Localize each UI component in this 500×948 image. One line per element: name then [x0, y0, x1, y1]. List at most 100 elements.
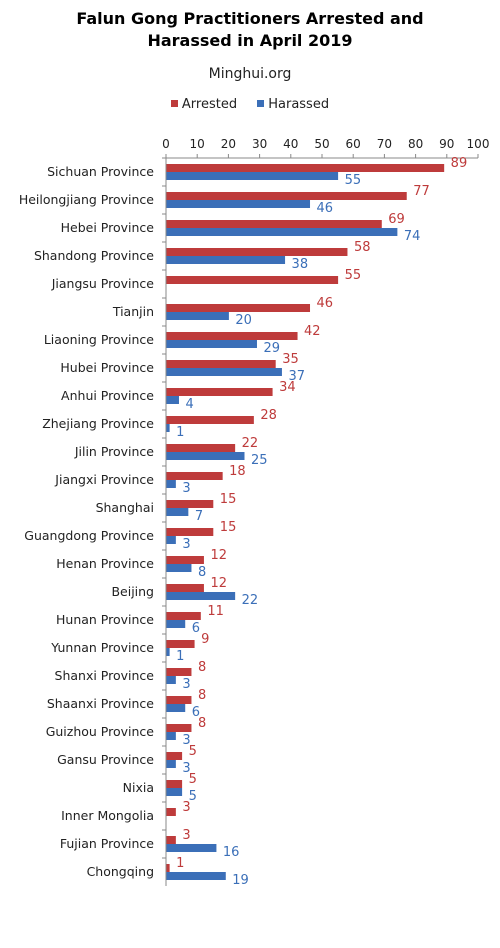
bar-arrested: [166, 276, 339, 284]
data-label-arrested: 12: [210, 576, 227, 591]
bar-harassed: [166, 732, 176, 740]
bar-harassed: [166, 368, 282, 376]
bar-arrested: [166, 360, 276, 368]
category-label: Sichuan Province: [47, 164, 154, 179]
category-label: Chongqing: [87, 864, 154, 879]
bar-harassed: [166, 480, 176, 488]
data-label-arrested: 42: [304, 324, 321, 339]
bar-arrested: [166, 164, 445, 172]
category-label: Tianjin: [112, 304, 154, 319]
data-label-harassed: 3: [182, 481, 190, 496]
data-label-arrested: 58: [354, 240, 371, 255]
legend-label-harassed: Harassed: [268, 97, 330, 112]
bar-harassed: [166, 228, 398, 236]
bar-harassed: [166, 648, 170, 656]
data-label-arrested: 5: [189, 772, 197, 787]
data-label-arrested: 28: [260, 408, 277, 423]
category-label: Beijing: [111, 584, 154, 599]
bar-arrested: [166, 584, 204, 592]
category-label: Shanghai: [96, 500, 154, 515]
legend-item-harassed: Harassed: [257, 97, 329, 112]
data-label-harassed: 1: [176, 425, 184, 440]
category-label: Jilin Province: [74, 444, 154, 459]
bar-harassed: [166, 424, 170, 432]
legend-swatch-harassed: [257, 100, 265, 107]
data-label-arrested: 35: [282, 352, 299, 367]
bar-harassed: [166, 788, 183, 796]
data-label-arrested: 89: [451, 156, 468, 171]
data-label-arrested: 55: [345, 268, 362, 283]
chart-title: Falun Gong Practitioners Arrested and Ha…: [0, 8, 500, 52]
bar-arrested: [166, 388, 273, 396]
bar-harassed: [166, 620, 186, 628]
data-label-harassed: 8: [198, 565, 206, 580]
x-tick-label: 70: [377, 137, 392, 151]
data-label-arrested: 9: [201, 632, 209, 647]
data-label-arrested: 22: [242, 436, 259, 451]
data-label-harassed: 29: [263, 341, 280, 356]
bar-harassed: [166, 172, 339, 180]
data-label-harassed: 20: [235, 313, 252, 328]
bar-arrested: [166, 556, 204, 564]
bar-arrested: [166, 248, 348, 256]
bar-arrested: [166, 724, 192, 732]
x-tick-label: 100: [467, 137, 490, 151]
data-label-arrested: 15: [220, 492, 237, 507]
bar-arrested: [166, 304, 311, 312]
bar-arrested: [166, 864, 170, 872]
x-tick-label: 50: [314, 137, 329, 151]
category-label: Shandong Province: [34, 248, 154, 263]
category-label: Anhui Province: [61, 388, 154, 403]
bar-harassed: [166, 872, 226, 880]
bar-harassed: [166, 200, 311, 208]
bar-arrested: [166, 668, 192, 676]
chart-legend: Arrested Harassed: [0, 97, 500, 112]
data-label-arrested: 8: [198, 660, 206, 675]
category-label: Guangdong Province: [24, 528, 154, 543]
bar-harassed: [166, 592, 236, 600]
category-label: Liaoning Province: [44, 332, 154, 347]
bar-arrested: [166, 752, 183, 760]
data-label-harassed: 37: [288, 369, 305, 384]
bar-arrested: [166, 416, 254, 424]
bar-harassed: [166, 676, 176, 684]
data-label-harassed: 7: [195, 509, 203, 524]
x-tick-label: 90: [439, 137, 454, 151]
bar-harassed: [166, 760, 176, 768]
data-label-harassed: 22: [242, 593, 259, 608]
bar-harassed: [166, 564, 192, 572]
category-label: Yunnan Province: [50, 640, 154, 655]
category-label: Inner Mongolia: [61, 808, 154, 823]
data-label-arrested: 3: [182, 828, 190, 843]
bar-harassed: [166, 256, 286, 264]
data-label-arrested: 8: [198, 688, 206, 703]
category-label: Henan Province: [56, 556, 154, 571]
data-label-arrested: 46: [317, 296, 334, 311]
category-label: Gansu Province: [57, 752, 154, 767]
category-label: Hebei Province: [61, 220, 155, 235]
category-label: Heilongjiang Province: [19, 192, 154, 207]
title-line-1: Falun Gong Practitioners Arrested and: [76, 9, 424, 28]
x-tick-label: 10: [190, 137, 205, 151]
data-label-arrested: 15: [220, 520, 237, 535]
chart-subtitle: Minghui.org: [208, 66, 292, 82]
bar-harassed: [166, 844, 217, 852]
data-label-harassed: 46: [317, 201, 334, 216]
bar-harassed: [166, 340, 257, 348]
data-label-arrested: 11: [207, 604, 224, 619]
x-tick-label: 80: [408, 137, 423, 151]
data-label-arrested: 77: [413, 184, 430, 199]
data-label-harassed: 19: [232, 873, 249, 888]
category-label: Guizhou Province: [46, 724, 155, 739]
legend-label-arrested: Arrested: [181, 97, 238, 112]
data-label-harassed: 6: [192, 705, 200, 720]
legend-swatch-arrested: [170, 100, 178, 107]
title-line-2: Harassed in April 2019: [147, 31, 353, 50]
data-label-harassed: 4: [185, 397, 193, 412]
category-label: Jiangsu Province: [51, 276, 155, 291]
bar-arrested: [166, 612, 201, 620]
category-label: Hubei Province: [60, 360, 154, 375]
category-label: Shaanxi Province: [47, 696, 154, 711]
bar-arrested: [166, 528, 214, 536]
